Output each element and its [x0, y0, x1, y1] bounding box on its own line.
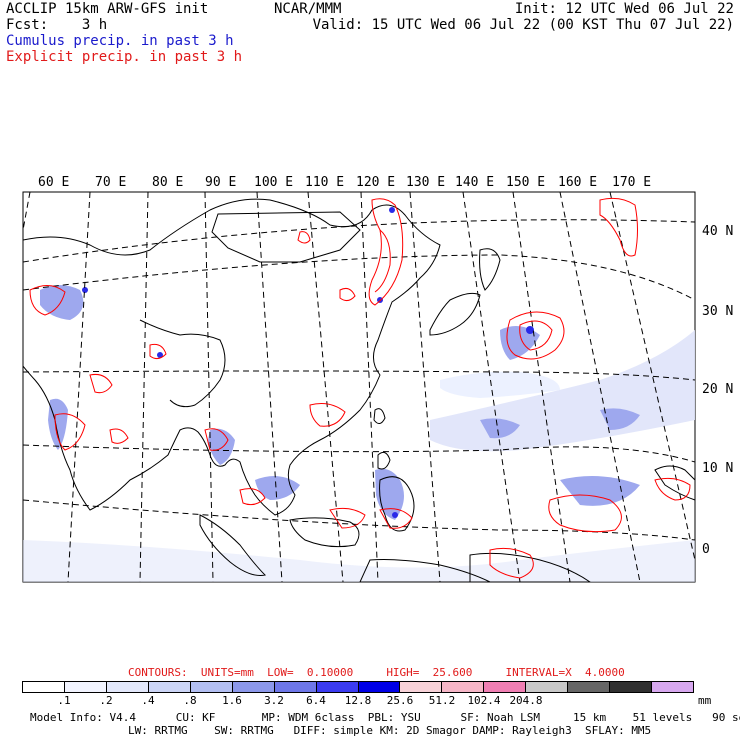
header-right: Init: 12 UTC Wed 06 Jul 22 Valid: 15 UTC … [313, 1, 734, 33]
lon-label-110e: 110 E [305, 175, 344, 190]
graticule [23, 192, 695, 582]
colorbar-swatch [484, 682, 527, 692]
lon-label-160e: 160 E [558, 175, 597, 190]
contour-low: LOW= 0.10000 [267, 666, 354, 679]
colorbar-swatch [64, 682, 107, 692]
lat-label-40n: 40 N [702, 224, 733, 239]
colorbar-swatch [106, 682, 149, 692]
colorbar-tick-label: 12.8 [344, 694, 372, 707]
lon-label-90e: 90 E [205, 175, 236, 190]
colorbar-swatch [442, 682, 485, 692]
colorbar-swatch [358, 682, 401, 692]
contour-interval: INTERVAL=X 4.0000 [505, 666, 625, 679]
explicit-precip-contours [29, 197, 691, 579]
contour-high: HIGH= 25.600 [386, 666, 473, 679]
colorbar-swatch [23, 682, 65, 692]
colorbar [22, 681, 694, 693]
fcst-value: 3 h [81, 17, 108, 33]
cumulus-legend: Cumulus precip. in past 3 h [6, 33, 234, 49]
lon-label-120e: 120 E [356, 175, 395, 190]
colorbar-tick-label: 3.2 [264, 694, 284, 707]
lon-label-60e: 60 E [38, 175, 69, 190]
colorbar-swatch [652, 682, 693, 692]
lon-label-70e: 70 E [95, 175, 126, 190]
colorbar-swatch [526, 682, 569, 692]
lat-label-20n: 20 N [702, 382, 733, 397]
lat-label-0: 0 [702, 542, 710, 557]
colorbar-swatch [274, 682, 317, 692]
lon-label-150e: 150 E [506, 175, 545, 190]
colorbar-tick-label: .8 [183, 694, 197, 707]
contour-units: UNITS=mm [200, 666, 254, 679]
contour-info: CONTOURS: UNITS=mm LOW= 0.10000 HIGH= 25… [128, 666, 625, 679]
lon-label-100e: 100 E [254, 175, 293, 190]
colorbar-tick-label: 25.6 [386, 694, 414, 707]
fcst-label: Fcst: [6, 17, 49, 33]
colorbar-unit: mm [698, 694, 712, 707]
contour-label: CONTOURS: [128, 666, 188, 679]
coastlines [23, 198, 695, 582]
colorbar-swatch [568, 682, 611, 692]
colorbar-swatch [148, 682, 191, 692]
valid-time: Valid: 15 UTC Wed 06 Jul 22 (00 KST Thu … [312, 17, 734, 33]
colorbar-swatch [316, 682, 359, 692]
model-info-line2: LW: RRTMG SW: RRTMG DIFF: simple KM: 2D … [128, 724, 652, 737]
model-title: ACCLIP 15km ARW-GFS init [6, 1, 209, 17]
colorbar-tick-label: 102.4 [467, 694, 501, 707]
colorbar-tick-label: 1.6 [222, 694, 242, 707]
colorbar-swatch [610, 682, 653, 692]
lat-label-30n: 30 N [702, 304, 733, 319]
colorbar-tick-label: .1 [57, 694, 71, 707]
init-time: Init: 12 UTC Wed 06 Jul 22 [514, 1, 734, 17]
institution: NCAR/MMM [274, 1, 342, 17]
model-info-line1: Model Info: V4.4 CU: KF MP: WDM 6class P… [30, 711, 740, 724]
colorbar-labels: .1 .2 .4 .8 1.6 3.2 6.4 12.8 25.6 51.2 102.4 204.8 [22, 694, 694, 707]
colorbar-tick-label: .4 [141, 694, 155, 707]
colorbar-tick-label: 51.2 [428, 694, 456, 707]
lat-label-10n: 10 N [702, 461, 733, 476]
colorbar-tick-label: 204.8 [509, 694, 543, 707]
lon-label-80e: 80 E [152, 175, 183, 190]
lon-label-170e: 170 E [612, 175, 651, 190]
header-left: ACCLIP 15km ARW-GFS init Fcst: 3 h Cumulus… [6, 1, 242, 65]
colorbar-swatch [232, 682, 275, 692]
lon-label-130e: 130 E [406, 175, 445, 190]
explicit-legend: Explicit precip. in past 3 h [6, 49, 243, 65]
colorbar-swatch [400, 682, 443, 692]
forecast-hour: Fcst: 3 h [6, 17, 242, 33]
colorbar-swatch [190, 682, 233, 692]
colorbar-tick-label: 6.4 [306, 694, 326, 707]
colorbar-tick-label: .2 [99, 694, 113, 707]
lon-label-140e: 140 E [455, 175, 494, 190]
heavy-precip-areas [82, 207, 534, 518]
